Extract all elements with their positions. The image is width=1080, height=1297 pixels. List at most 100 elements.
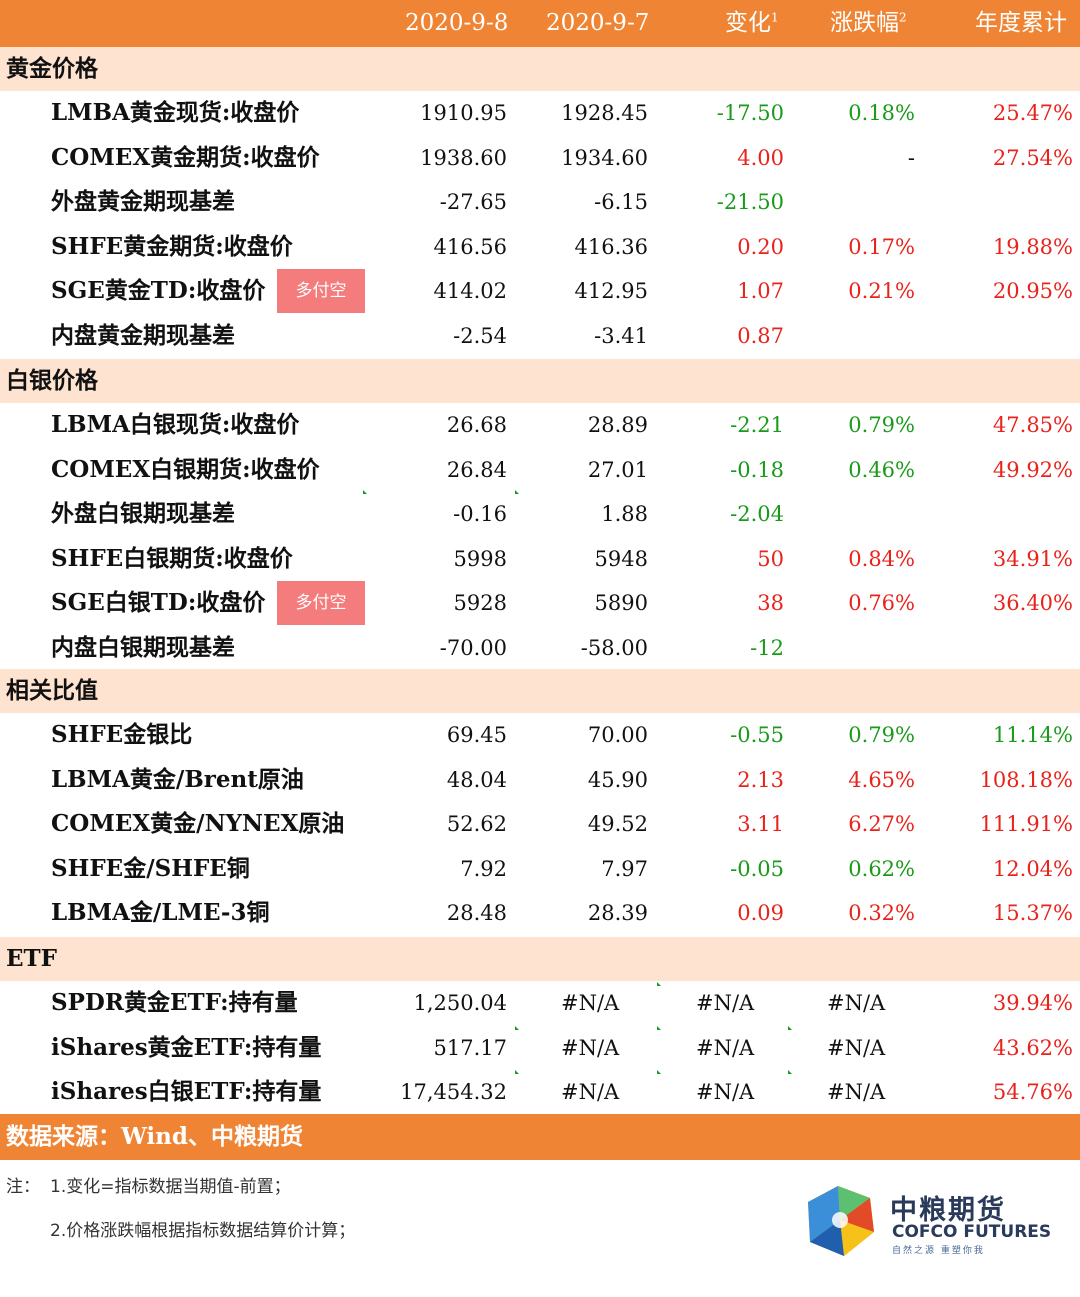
section-title: 黄金价格	[6, 55, 98, 82]
row-label: COMEX黄金/NYNEX原油	[51, 810, 345, 838]
cell-pct-change: #N/A	[827, 1035, 886, 1060]
cell-previous-value: 70.00	[587, 723, 648, 747]
cell-marker-icon	[657, 1026, 661, 1030]
cell-change: 50	[757, 546, 784, 571]
cell-pct-change: 4.65%	[848, 767, 915, 792]
section-header: 白银价格	[0, 359, 1080, 403]
header-change-footnote: 1	[771, 10, 779, 25]
row-label: SHFE黄金期货:收盘价	[51, 232, 293, 260]
logo-chinese-name: 中粮期货	[890, 1195, 1006, 1226]
row-label: COMEX白银期货:收盘价	[51, 455, 320, 483]
cell-current-value: 48.04	[446, 767, 507, 792]
cell-ytd: 36.40%	[992, 591, 1073, 616]
cell-change: 0.20	[737, 234, 784, 259]
row-label: LBMA金/LME-3铜	[51, 899, 270, 927]
row-label: SGE黄金TD:收盘价	[51, 277, 266, 305]
row-label: COMEX黄金期货:收盘价	[51, 143, 320, 171]
cell-current-value: 416.56	[433, 234, 507, 259]
cell-pct-change: #N/A	[827, 991, 886, 1015]
section-title: ETF	[6, 945, 57, 972]
cell-current-value: -0.16	[453, 502, 507, 527]
table-header: 2020-9-8 2020-9-7 变化1 涨跌幅2 年度累计	[0, 0, 1080, 47]
cell-ytd: 54.76%	[992, 1080, 1073, 1105]
cell-pct-change: 0.76%	[848, 591, 915, 616]
cell-ytd: 49.92%	[992, 457, 1073, 482]
cell-ytd: 34.91%	[992, 546, 1073, 571]
cell-current-value: 517.17	[433, 1035, 507, 1060]
row-label: LMBA黄金现货:收盘价	[51, 99, 300, 126]
row-label: SHFE金银比	[51, 721, 193, 748]
header-pct-label: 涨跌幅	[830, 10, 899, 36]
section-title: 相关比值	[6, 677, 98, 704]
cell-change: #N/A	[696, 1080, 755, 1105]
table-row: SGE黄金TD:收盘价 414.02 412.95 1.07 0.21% 20.95% 多付…	[0, 269, 1080, 314]
cell-current-value: 5998	[453, 546, 507, 571]
cell-current-value: 1910.95	[420, 101, 507, 125]
cell-current-value: 69.45	[446, 723, 507, 747]
cell-current-value: -27.65	[439, 190, 507, 215]
cell-current-value: 26.84	[446, 457, 507, 482]
cell-pct-change: 6.27%	[848, 812, 915, 837]
cell-current-value: 1,250.04	[413, 991, 507, 1015]
table-row: SGE白银TD:收盘价 5928 5890 38 0.76% 36.40% 多付空	[0, 581, 1080, 626]
cell-pct-change: 0.84%	[848, 546, 915, 571]
cell-previous-value: 1.88	[601, 502, 648, 527]
cell-change: -21.50	[716, 190, 784, 215]
header-pct-footnote: 2	[899, 10, 907, 25]
cell-change: 4.00	[737, 145, 784, 170]
cell-pct-change: 0.79%	[848, 723, 915, 747]
table-row: SHFE白银期货:收盘价 5998 5948 50 0.84% 34.91%	[0, 537, 1080, 582]
cell-ytd: 19.88%	[992, 234, 1073, 259]
cell-marker-icon	[657, 1070, 661, 1074]
cell-previous-value: 5890	[594, 591, 648, 616]
cell-ytd: 20.95%	[992, 279, 1073, 304]
row-label: SHFE金/SHFE铜	[51, 854, 250, 882]
logo-slogan: 自然之源 重塑你我	[892, 1246, 985, 1256]
cell-ytd: 25.47%	[992, 101, 1073, 125]
data-source-bar: 数据来源：Wind、中粮期货	[0, 1114, 1080, 1160]
header-pct-change: 涨跌幅2	[830, 0, 907, 47]
table-row: LBMA黄金/Brent原油 48.04 45.90 2.13 4.65% 108.18%	[0, 758, 1080, 803]
cell-current-value: 5928	[453, 591, 507, 616]
cell-previous-value: 45.90	[587, 767, 648, 792]
cell-change: -2.21	[730, 413, 784, 437]
cell-change: 2.13	[737, 767, 784, 792]
cell-pct-change: 0.79%	[848, 413, 915, 437]
cell-previous-value: -3.41	[594, 324, 648, 348]
cell-current-value: 52.62	[446, 812, 507, 837]
table-row: SHFE黄金期货:收盘价 416.56 416.36 0.20 0.17% 19.88%	[0, 225, 1080, 270]
row-label: LBMA黄金/Brent原油	[51, 765, 304, 793]
cell-previous-value: 416.36	[574, 234, 648, 259]
table-row: LBMA金/LME-3铜 28.48 28.39 0.09 0.32% 15.37%	[0, 891, 1080, 936]
section-header: 相关比值	[0, 669, 1080, 713]
data-source-label: 数据来源：Wind、中粮期货	[6, 1123, 303, 1150]
header-change: 变化1	[725, 0, 779, 47]
cell-ytd: 43.62%	[992, 1035, 1073, 1060]
table-row: SHFE金/SHFE铜 7.92 7.97 -0.05 0.62% 12.04%	[0, 847, 1080, 892]
cell-previous-value: -58.00	[580, 636, 648, 660]
section-header: ETF	[0, 937, 1080, 981]
table-row: SPDR黄金ETF:持有量 1,250.04 #N/A #N/A #N/A 39.94%	[0, 981, 1080, 1026]
table-row: iShares白银ETF:持有量 17,454.32 #N/A #N/A #N/A 54.…	[0, 1070, 1080, 1115]
cell-ytd: 111.91%	[979, 812, 1073, 837]
cofco-logo-icon	[808, 1186, 874, 1256]
cell-change: -17.50	[716, 101, 784, 125]
cell-pct-change: 0.62%	[848, 856, 915, 881]
row-label: 外盘黄金期现基差	[51, 188, 235, 216]
header-date-previous: 2020-9-7	[546, 10, 650, 36]
cell-change: 0.09	[737, 901, 784, 926]
cell-change: -2.04	[730, 502, 784, 527]
table-row: SHFE金银比 69.45 70.00 -0.55 0.79% 11.14%	[0, 713, 1080, 758]
table-row: LBMA白银现货:收盘价 26.68 28.89 -2.21 0.79% 47.85%	[0, 403, 1080, 448]
table-row: 内盘白银期现基差 -70.00 -58.00 -12	[0, 626, 1080, 671]
cell-previous-value: #N/A	[561, 1035, 620, 1060]
cell-previous-value: 28.39	[587, 901, 648, 926]
cell-ytd: 39.94%	[992, 991, 1073, 1015]
table-row: COMEX黄金期货:收盘价 1938.60 1934.60 4.00 - 27.54%	[0, 136, 1080, 181]
notes-prefix: 注：	[6, 1177, 40, 1197]
cell-ytd: 11.14%	[992, 723, 1073, 747]
table-row: 外盘黄金期现基差 -27.65 -6.15 -21.50	[0, 180, 1080, 225]
cell-pct-change: 0.21%	[848, 279, 915, 304]
cell-change: #N/A	[696, 991, 755, 1015]
cell-marker-icon	[515, 1070, 519, 1074]
